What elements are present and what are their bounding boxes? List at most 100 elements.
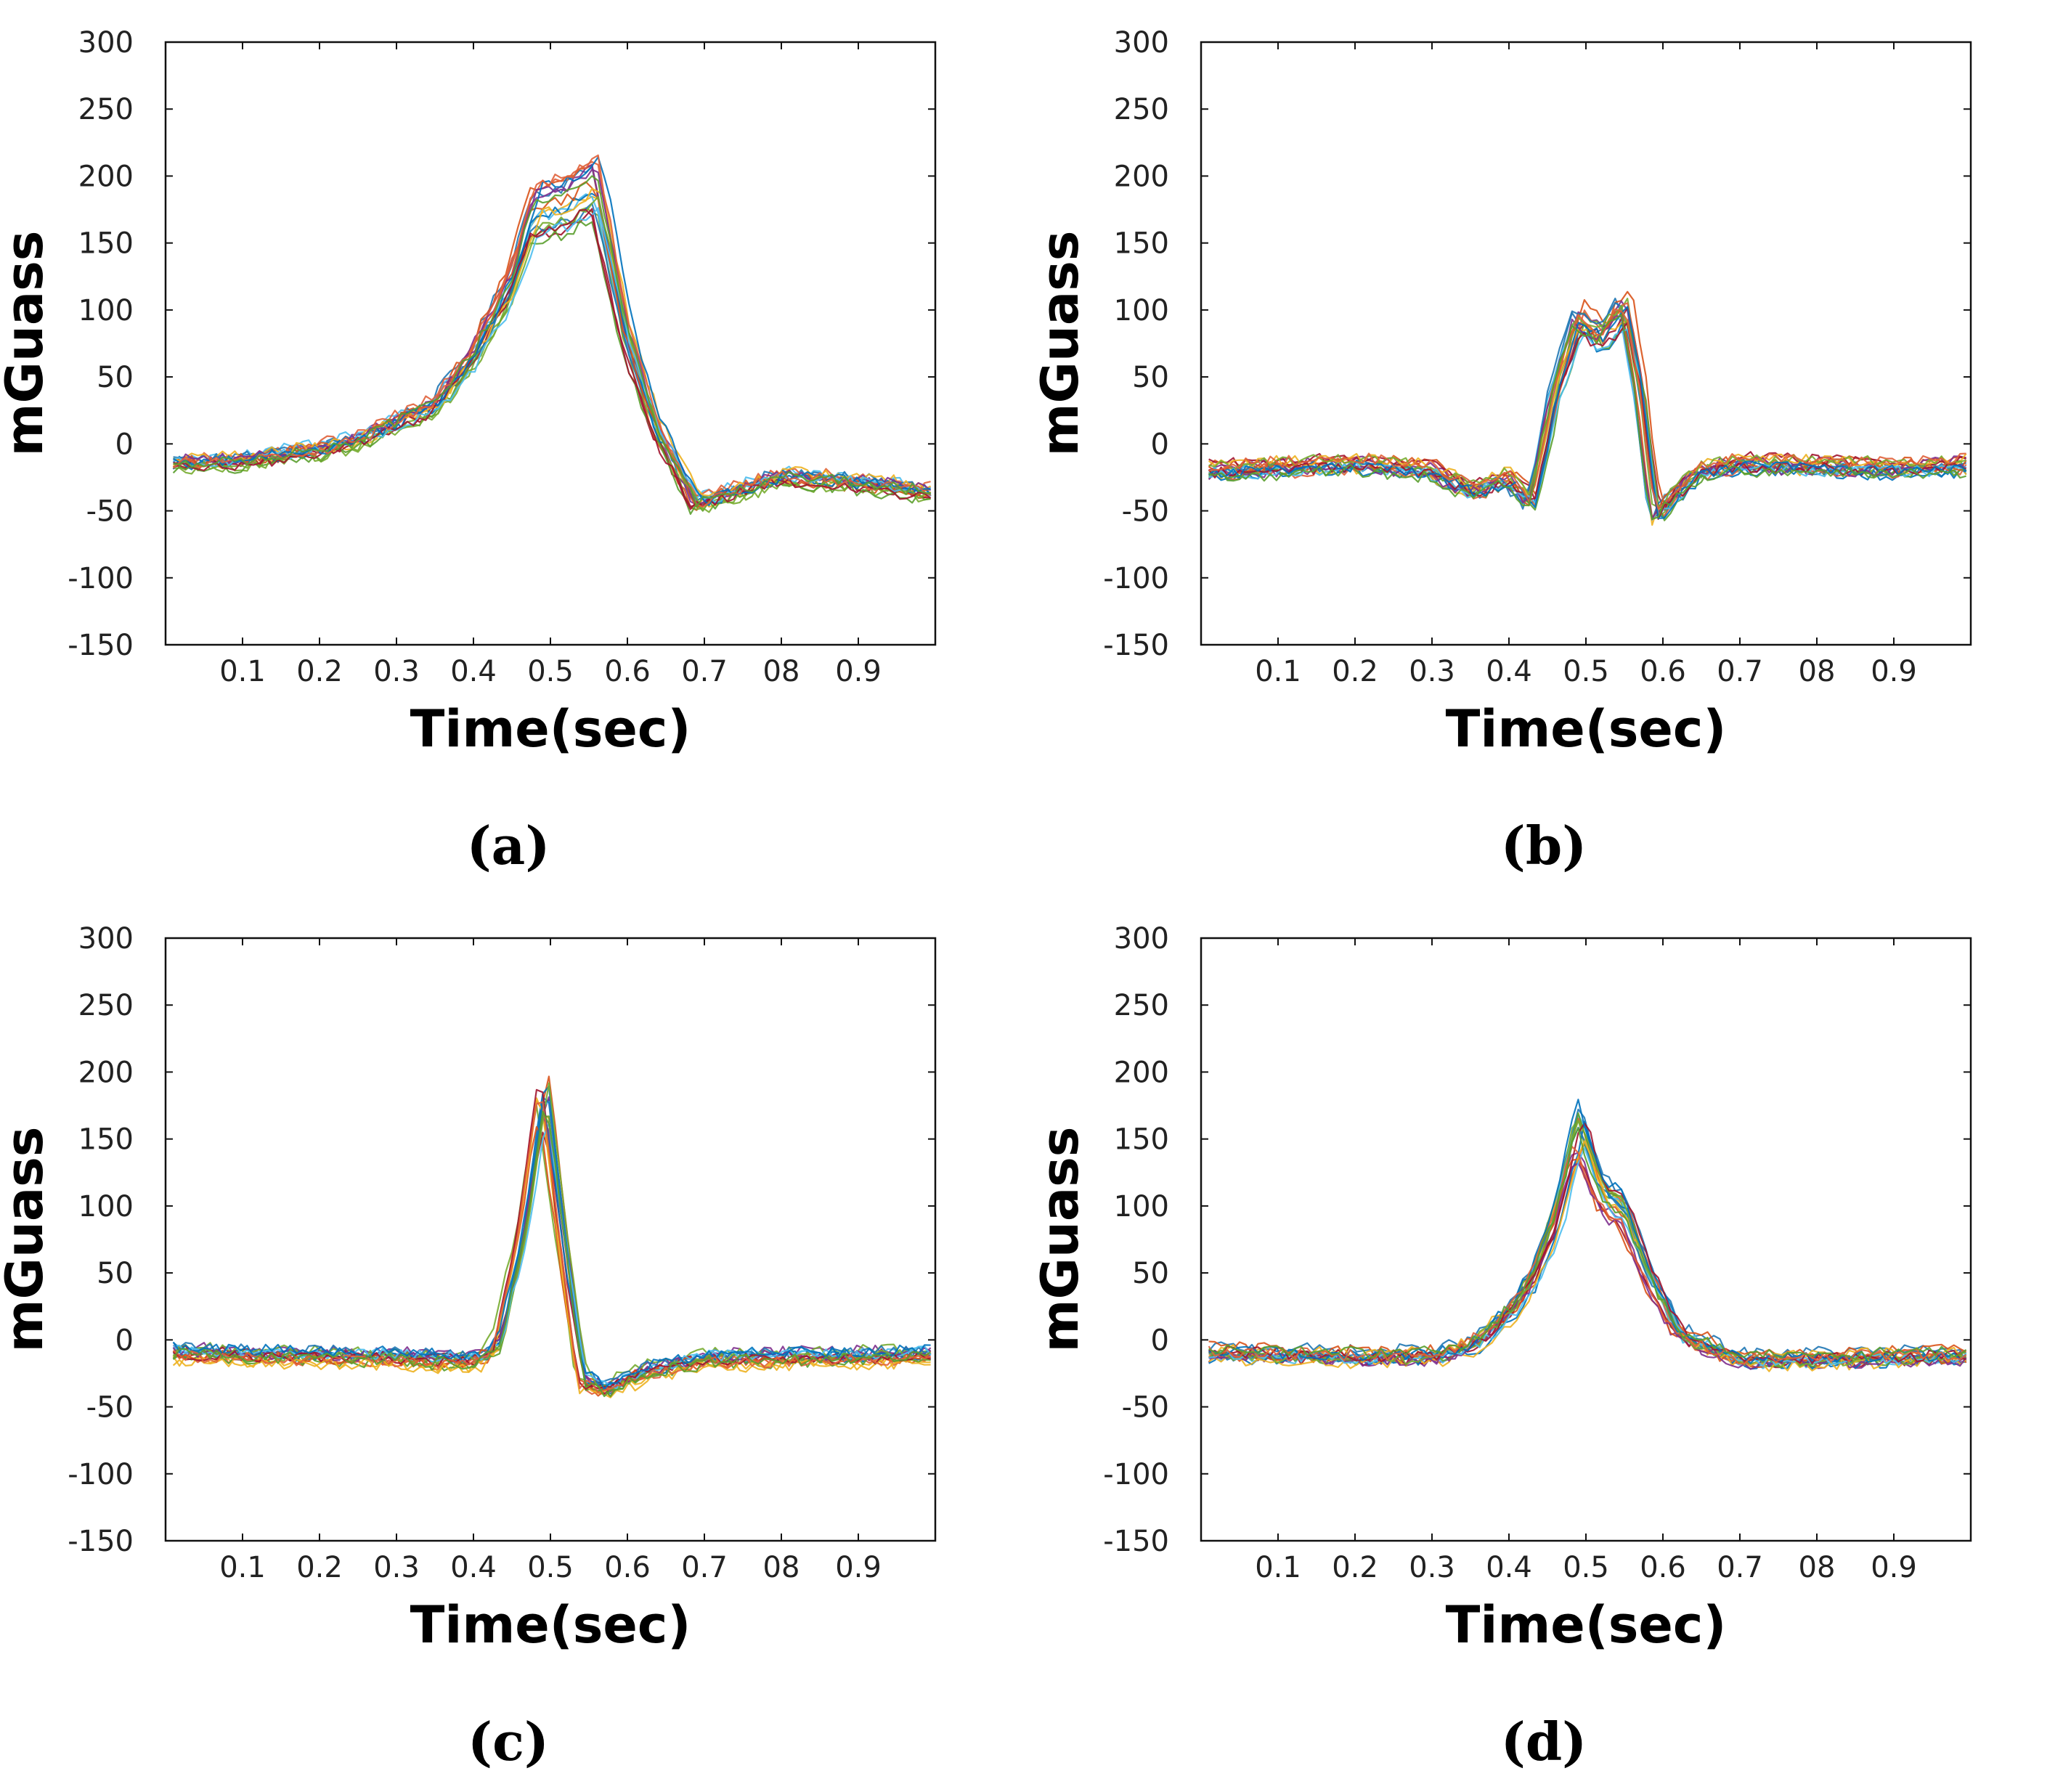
y-tick-label: 0	[1151, 1324, 1169, 1357]
y-axis-title: mGuass	[0, 1127, 54, 1353]
series-line	[1208, 322, 1967, 521]
series-line	[1208, 315, 1967, 520]
series-line	[1208, 1158, 1967, 1369]
y-tick-label: -50	[86, 1391, 134, 1425]
series-line	[173, 196, 931, 511]
x-tick-label: 0.6	[1640, 655, 1686, 688]
y-tick-label: -150	[1103, 629, 1169, 662]
series-line	[1208, 1099, 1967, 1364]
x-tick-label: 0.7	[681, 655, 728, 688]
panel-c: 300 250 200 150 100 50 0 -50 -100 -150 0.1 0.2 0.3 0.…	[0, 896, 1036, 1792]
y-tick-label: 150	[1114, 1123, 1169, 1157]
x-tick-label: 0.4	[1486, 1551, 1532, 1584]
x-tick-label: 0.7	[1717, 655, 1763, 688]
y-tick-label: 200	[78, 160, 134, 193]
y-tick-label: 100	[78, 294, 134, 327]
y-tick-label: 50	[97, 1257, 134, 1290]
x-tick-label: 08	[763, 1551, 800, 1584]
series-line	[172, 220, 931, 516]
y-tick-label: 50	[1132, 1257, 1169, 1290]
y-tick-label: 0	[115, 428, 134, 461]
traces	[172, 1075, 932, 1398]
panel-d: 300 250 200 150 100 50 0 -50 -100 -150 0.1 0.2 0.3 0.…	[1030, 896, 2071, 1792]
y-tick-label: 100	[1114, 1190, 1169, 1223]
x-tick-label: 0.3	[373, 1551, 420, 1584]
y-tick-label: -50	[1122, 495, 1169, 529]
series-line	[173, 207, 931, 513]
x-tick-label: 08	[1799, 1551, 1836, 1584]
x-tick-label: 08	[763, 655, 800, 688]
x-tick-label: 08	[1799, 655, 1836, 688]
x-tick-label: 0.9	[835, 655, 882, 688]
x-axis-title: Time(sec)	[1446, 1595, 1727, 1655]
x-tick-label: 0.5	[527, 1551, 574, 1584]
y-tick-label: 150	[78, 1123, 134, 1157]
traces	[1208, 1099, 1967, 1372]
series-line	[172, 1097, 931, 1395]
x-tick-label: 0.1	[1255, 655, 1301, 688]
x-tick-label: 0.1	[219, 655, 266, 688]
x-axis-title: Time(sec)	[1446, 699, 1727, 759]
series-line	[1208, 1146, 1967, 1365]
x-tick-label: 0.5	[1563, 655, 1609, 688]
x-tick-label: 0.7	[1717, 1551, 1763, 1584]
plot-frame	[164, 41, 937, 646]
plot-frame	[1200, 41, 1972, 646]
series-line	[1208, 309, 1967, 526]
chart-c: 300 250 200 150 100 50 0 -50 -100 -150 0.1 0.2 0.3 0.…	[0, 922, 937, 1772]
panel-label: (b)	[1501, 815, 1587, 876]
y-tick-label: -100	[68, 562, 134, 595]
series-line	[1208, 311, 1967, 518]
x-tick-label: 0.5	[1563, 1551, 1609, 1584]
x-tick-label: 0.9	[1871, 1551, 1917, 1584]
series-line	[1208, 1147, 1967, 1367]
y-tick-label: 200	[78, 1056, 134, 1089]
y-tick-label: 250	[78, 93, 134, 126]
y-tick-label: 250	[78, 989, 134, 1022]
x-tick-label: 0.2	[1332, 655, 1378, 688]
x-tick-label: 0.9	[1871, 655, 1917, 688]
y-tick-label: 300	[1114, 26, 1169, 60]
x-tick-label: 0.4	[1486, 655, 1532, 688]
series-line	[1208, 328, 1966, 518]
series-line	[1208, 319, 1966, 521]
series-line	[172, 1110, 932, 1398]
x-tick-label: 0.2	[296, 655, 343, 688]
series-line	[1208, 1120, 1966, 1370]
y-tick-label: 200	[1114, 1056, 1169, 1089]
traces	[172, 154, 932, 516]
y-tick-label: 300	[1114, 922, 1169, 956]
series-line	[172, 1101, 932, 1394]
series-line	[173, 156, 931, 507]
y-axis-title: mGuass	[1030, 231, 1090, 457]
y-tick-label: -150	[68, 1525, 134, 1558]
series-line	[1208, 314, 1966, 521]
x-tick-label: 0.4	[450, 655, 497, 688]
y-tick-label: -100	[1103, 1458, 1169, 1491]
panel-b: 300 250 200 150 100 50 0 -50 -100 -150 0.1 0.2 0.3 0.…	[1030, 0, 2071, 896]
y-tick-label: 150	[1114, 227, 1169, 261]
y-tick-label: -50	[86, 495, 134, 529]
y-tick-label: -100	[1103, 562, 1169, 595]
x-tick-label: 0.2	[1332, 1551, 1378, 1584]
series-line	[1208, 1120, 1966, 1368]
series-line	[1208, 320, 1967, 510]
y-tick-label: 0	[1151, 428, 1169, 461]
y-tick-label: 250	[1114, 989, 1169, 1022]
y-tick-label: -150	[1103, 1525, 1169, 1558]
x-tick-label: 0.5	[527, 655, 574, 688]
series-line	[1208, 1122, 1966, 1365]
y-axis-title: mGuass	[0, 231, 54, 457]
series-line	[173, 208, 931, 508]
x-tick-label: 0.2	[296, 1551, 343, 1584]
y-tick-label: 50	[97, 361, 134, 394]
y-tick-label: 50	[1132, 361, 1169, 394]
chart-d: 300 250 200 150 100 50 0 -50 -100 -150 0.1 0.2 0.3 0.…	[1030, 922, 1972, 1772]
series-line	[1208, 1162, 1967, 1370]
series-line	[173, 175, 931, 508]
x-tick-label: 0.6	[604, 1551, 651, 1584]
x-tick-label: 0.1	[219, 1551, 266, 1584]
y-tick-label: -150	[68, 629, 134, 662]
y-tick-label: 150	[78, 227, 134, 261]
x-tick-label: 0.3	[373, 655, 420, 688]
